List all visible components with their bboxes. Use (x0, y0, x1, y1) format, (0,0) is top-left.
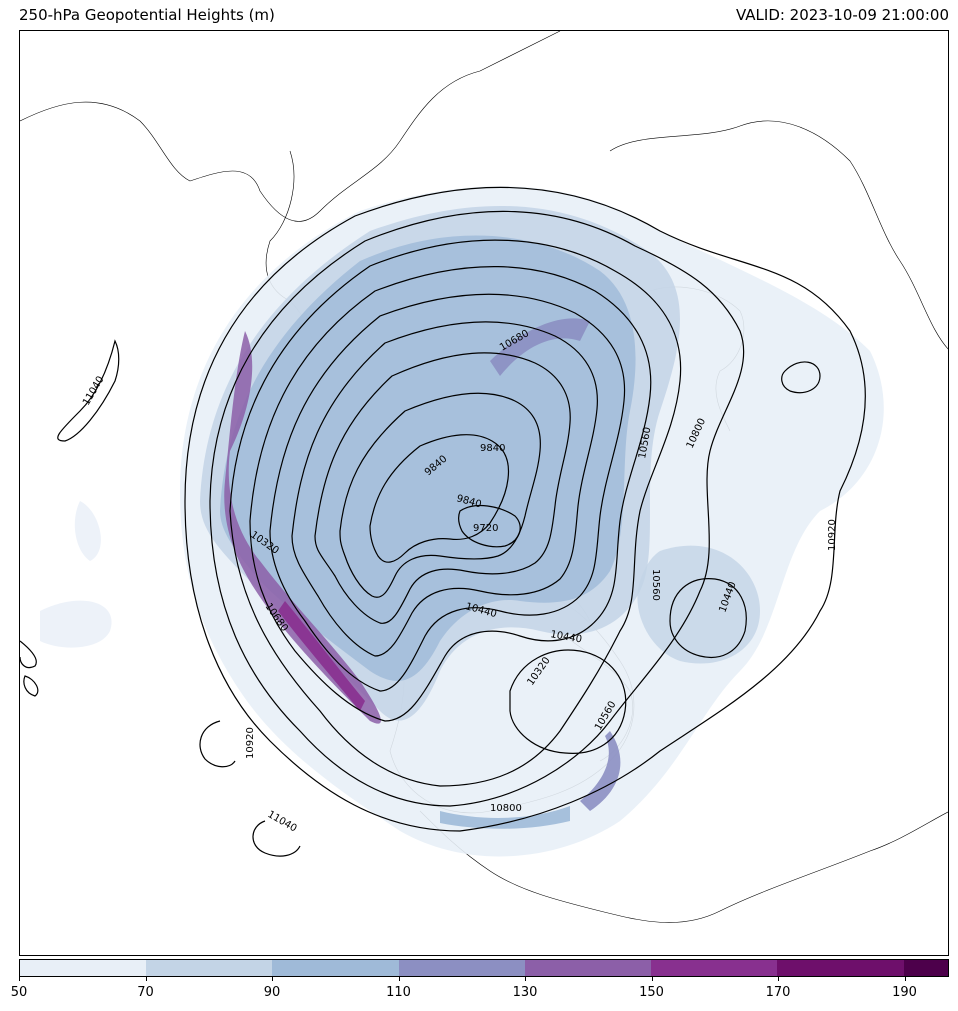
contour-label: 10920 (827, 519, 838, 551)
valid-time: VALID: 2023-10-09 21:00:00 (735, 6, 949, 24)
contour-label: 10560 (637, 426, 653, 459)
map-panel: 11040 10800 10560 9840 9840 9840 9720 10… (19, 30, 949, 956)
colorbar-ticks: 50 70 90 110 130 150 170 190 (11, 977, 949, 1007)
contour-label: 10560 (650, 569, 661, 601)
contour-10800 (229, 239, 682, 787)
contour-10440 (291, 321, 598, 657)
contour-10560 (269, 293, 626, 692)
contour-west-low (199, 720, 236, 768)
colorbar-segment (903, 960, 949, 976)
colorbar-tick (398, 977, 400, 981)
colorbar-tick-label: 70 (137, 985, 154, 1000)
wind-shading (40, 186, 884, 857)
contour-9840 (369, 434, 510, 563)
contour-edge-2 (23, 675, 39, 697)
caribbean-south-america-coast (419, 810, 948, 923)
colorbar-tick-label: 50 (10, 985, 28, 1000)
contour-sw-low (252, 820, 301, 857)
colorbar-tick (778, 977, 779, 981)
contour-small-high (781, 361, 821, 394)
contour-label: 11040 (266, 809, 299, 834)
colorbar-segment (398, 960, 525, 976)
contour-9720 (458, 504, 521, 548)
colorbar-segment (146, 960, 273, 976)
colorbar-tick-label: 130 (512, 985, 538, 1000)
contour-label: 10920 (245, 727, 256, 759)
colorbar-segment (524, 960, 652, 976)
contour-10920 (209, 210, 745, 807)
colorbar-tick (19, 977, 20, 981)
colorbar-tick-label: 170 (765, 985, 791, 1000)
eurasia-coast (20, 31, 561, 222)
contour-trough-low (509, 649, 627, 754)
map-canvas: 11040 10800 10560 9840 9840 9840 9720 10… (20, 31, 948, 923)
colorbar-tick-label: 90 (263, 985, 281, 1000)
colorbar-tick (272, 977, 273, 981)
contour-atlantic-high (57, 339, 120, 442)
colorbar-segment (272, 960, 399, 976)
colorbar-tick-label: 110 (386, 985, 411, 1000)
height-contours (20, 186, 866, 857)
contour-label: 10440 (549, 629, 582, 645)
colorbar-segment (777, 960, 904, 976)
colorbar-segment (20, 960, 147, 976)
contour-label: 9840 (480, 443, 505, 454)
colorbar-tick-label: 150 (639, 985, 664, 1000)
colorbar-tick (525, 977, 526, 981)
contour-11040 (184, 186, 866, 832)
colorbar-tick (145, 977, 147, 981)
contour-edge-1 (20, 640, 37, 669)
asia-coast (609, 120, 948, 350)
contour-10320 (314, 352, 571, 624)
colorbar-segment (651, 960, 778, 976)
colorbar-tick-label: 190 (892, 985, 917, 1000)
contour-10680 (249, 266, 652, 722)
colorbar-tick (651, 977, 653, 981)
contour-10200 (339, 392, 541, 598)
contour-label: 10800 (490, 803, 522, 814)
map-title: 250-hPa Geopotential Heights (m) (19, 6, 275, 24)
colorbar-tick (904, 977, 906, 981)
colorbar (19, 959, 949, 977)
contour-label: 9720 (473, 523, 498, 534)
contour-pacific-low (669, 578, 747, 658)
